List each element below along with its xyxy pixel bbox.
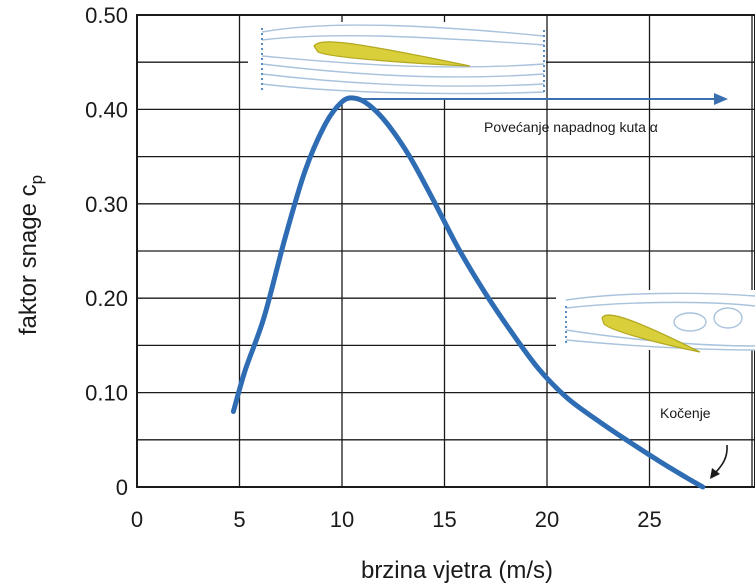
x-tick-label: 5 bbox=[233, 507, 245, 532]
y-tick-label: 0.20 bbox=[85, 286, 128, 311]
tick-labels: 0 5 10 15 20 25 0 0.10 0.20 0.30 0.40 0.50 bbox=[85, 3, 662, 532]
x-tick-label: 20 bbox=[535, 507, 559, 532]
y-axis-label-subscript: p bbox=[27, 175, 46, 184]
y-axis-label: faktor snage cp bbox=[15, 175, 46, 335]
x-tick-label: 15 bbox=[432, 507, 456, 532]
y-axis-label-main: faktor snage c bbox=[15, 184, 42, 335]
series-line-cp bbox=[230, 95, 706, 490]
y-tick-label: 0.10 bbox=[85, 381, 128, 406]
braking-pointer-arrow bbox=[713, 444, 728, 475]
y-tick-label: 0.30 bbox=[85, 192, 128, 217]
grid bbox=[137, 15, 755, 487]
x-tick-label: 10 bbox=[330, 507, 354, 532]
annotation-angle-increase: Povećanje napadnog kuta α bbox=[484, 119, 658, 135]
braking-pointer-arrowhead bbox=[710, 468, 720, 479]
y-tick-label: 0.50 bbox=[85, 3, 128, 28]
x-axis-label: brzina vjetra (m/s) bbox=[361, 557, 553, 584]
y-tick-label: 0.40 bbox=[85, 97, 128, 122]
x-tick-label: 0 bbox=[131, 507, 143, 532]
airfoil-stalled-flow-icon bbox=[556, 290, 755, 353]
annotation-braking: Kočenje bbox=[660, 405, 711, 421]
airfoil-attached-flow-icon bbox=[248, 22, 546, 100]
x-tick-label: 25 bbox=[637, 507, 661, 532]
angle-increase-arrowhead bbox=[714, 93, 728, 105]
y-tick-label: 0 bbox=[116, 475, 128, 500]
